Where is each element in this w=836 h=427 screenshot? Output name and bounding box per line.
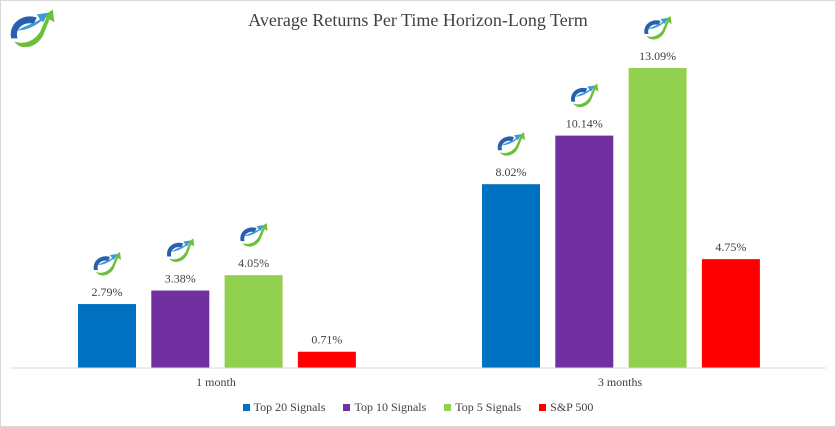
data-label: 0.71% <box>311 333 342 347</box>
chart-title: Average Returns Per Time Horizon-Long Te… <box>248 10 588 30</box>
bar-top-20-signals-0 <box>78 304 136 368</box>
data-label: 13.09% <box>639 49 676 63</box>
bar-top-10-signals-1 <box>555 135 614 368</box>
category-label: 3 months <box>598 375 643 389</box>
bar-top-20-signals-1 <box>482 184 540 368</box>
legend: Top 20 Signals Top 10 Signals Top 5 Sign… <box>0 400 836 415</box>
bar-s-p-500-0 <box>297 351 356 368</box>
data-label: 4.75% <box>715 240 746 254</box>
legend-label: S&P 500 <box>550 400 594 414</box>
data-label: 2.79% <box>92 285 123 299</box>
data-label: 4.05% <box>238 256 269 270</box>
brand-logo-icon <box>93 252 121 276</box>
legend-label: Top 20 Signals <box>253 400 326 414</box>
legend-item-top20: Top 20 Signals <box>242 400 326 415</box>
brand-logo-icon <box>240 223 268 247</box>
legend-swatch <box>242 404 250 411</box>
bar-top-5-signals-1 <box>628 68 687 368</box>
legend-swatch <box>539 404 547 411</box>
brand-logo-icon <box>497 132 525 156</box>
brand-logo-icon <box>10 9 55 48</box>
legend-item-top10: Top 10 Signals <box>343 400 426 415</box>
legend-item-sp500: S&P 500 <box>539 400 593 415</box>
category-label: 1 month <box>196 375 236 389</box>
bar-s-p-500-1 <box>701 259 760 368</box>
brand-logo-icon <box>167 238 195 263</box>
bar-top-10-signals-0 <box>151 290 210 368</box>
brand-logo-icon <box>571 83 599 108</box>
legend-label: Top 5 Signals <box>455 400 522 414</box>
brand-logo-icon <box>644 16 672 40</box>
legend-item-top5: Top 5 Signals <box>444 400 521 415</box>
data-label: 3.38% <box>165 272 196 286</box>
legend-label: Top 10 Signals <box>354 400 427 414</box>
data-label: 8.02% <box>496 165 527 179</box>
legend-swatch <box>343 404 351 411</box>
data-label: 10.14% <box>566 117 603 131</box>
bar-top-5-signals-0 <box>224 275 283 368</box>
legend-swatch <box>444 404 452 411</box>
